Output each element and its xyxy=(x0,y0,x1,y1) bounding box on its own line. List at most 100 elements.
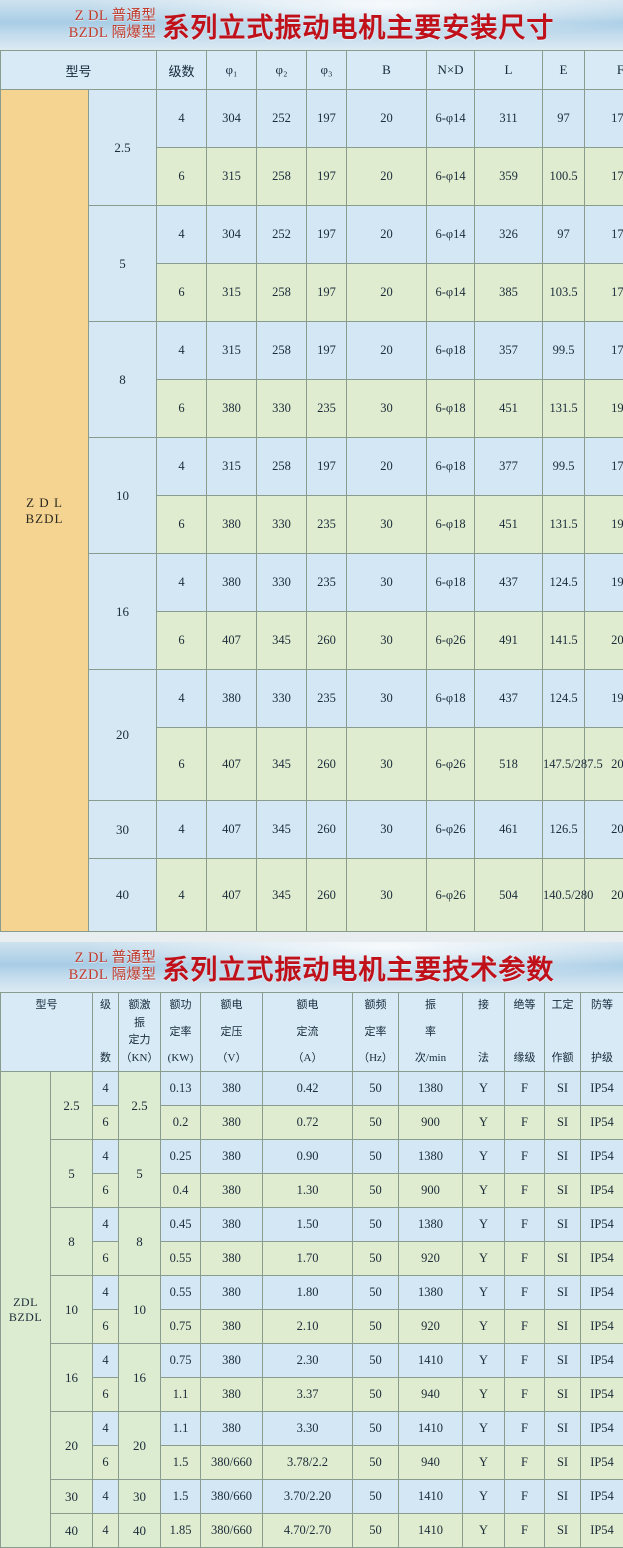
table1-cell-poles: 4 xyxy=(157,554,207,612)
table2-cell-freq: 50 xyxy=(353,1344,399,1378)
table1-cell-phi2: 252 xyxy=(257,206,307,264)
table1-header-row: 型号 级数 φ₁ φ₂ φ₃ B N×D L E F 备注 xyxy=(1,51,623,90)
table1-cell-e: 99.5 xyxy=(543,322,585,380)
table1-cell-phi3: 260 xyxy=(307,728,347,801)
table2-cell-freq: 50 xyxy=(353,1242,399,1276)
table2-cell-conn: Y xyxy=(463,1174,505,1208)
table2-cell-amp: 3.70/2.20 xyxy=(263,1480,353,1514)
header-line: 法 xyxy=(463,1052,504,1065)
table2-cell-freq: 50 xyxy=(353,1208,399,1242)
table2-cell-volt: 380/660 xyxy=(201,1480,263,1514)
table2-cell-power: 1.5 xyxy=(161,1446,201,1480)
table2-cell-ins: F xyxy=(505,1310,545,1344)
header-line: 防等 xyxy=(581,999,623,1012)
brand-line: Z D L xyxy=(1,495,88,511)
table2-cell-volt: 380 xyxy=(201,1072,263,1106)
table1-cell-phi1: 315 xyxy=(207,322,257,380)
table2-cell-vib: 920 xyxy=(399,1242,463,1276)
table2-size-cell: 30 xyxy=(51,1480,93,1514)
table1-cell-l: 461 xyxy=(475,801,543,859)
table2-cell-poles: 6 xyxy=(93,1174,119,1208)
table2-banner: Z DL 普通型 BZDL 隔爆型 系列立式振动电机主要技术参数 xyxy=(0,942,623,992)
table2-cell-conn: Y xyxy=(463,1208,505,1242)
table1-cell-phi1: 380 xyxy=(207,670,257,728)
table2-cell-volt: 380 xyxy=(201,1344,263,1378)
table1-cell-phi1: 304 xyxy=(207,206,257,264)
table2-cell-duty: SI xyxy=(545,1174,581,1208)
table1-cell-b: 30 xyxy=(347,728,427,801)
table2-col-8: 接法 xyxy=(463,993,505,1072)
table1-cell-b: 20 xyxy=(347,264,427,322)
table1-cell-e: 99.5 xyxy=(543,438,585,496)
table1-cell-nd: 6-φ18 xyxy=(427,554,475,612)
table1-col-nxd: N×D xyxy=(427,51,475,90)
table1-cell-phi2: 345 xyxy=(257,728,307,801)
table1-cell-e: 97 xyxy=(543,206,585,264)
table2-cell-power: 0.55 xyxy=(161,1276,201,1310)
table1-cell-b: 30 xyxy=(347,670,427,728)
table1-size-cell: 2.5 xyxy=(89,90,157,206)
table2-size-cell: 5 xyxy=(51,1140,93,1208)
table1-cell-phi2: 258 xyxy=(257,264,307,322)
table2-cell-conn: Y xyxy=(463,1106,505,1140)
table2-cell-force: 2.5 xyxy=(119,1072,161,1140)
header-line: 额激 xyxy=(119,999,160,1012)
table2-cell-power: 0.25 xyxy=(161,1140,201,1174)
table1-cell-phi3: 235 xyxy=(307,554,347,612)
table1-cell-l: 311 xyxy=(475,90,543,148)
table2-cell-power: 0.45 xyxy=(161,1208,201,1242)
table2-cell-ins: F xyxy=(505,1480,545,1514)
table1-cell-phi2: 258 xyxy=(257,438,307,496)
table1-cell-phi1: 380 xyxy=(207,496,257,554)
table-separator xyxy=(0,932,623,942)
table1-cell-e: 141.5 xyxy=(543,612,585,670)
table1-cell-phi1: 407 xyxy=(207,859,257,932)
table2-cell-poles: 4 xyxy=(93,1140,119,1174)
table2-cell-force: 8 xyxy=(119,1208,161,1276)
table1-cell-phi2: 330 xyxy=(257,380,307,438)
table1-col-l: L xyxy=(475,51,543,90)
table2-cell-duty: SI xyxy=(545,1480,581,1514)
table2-cell-duty: SI xyxy=(545,1276,581,1310)
table2-cell-freq: 50 xyxy=(353,1310,399,1344)
table1-cell-f: 203 xyxy=(585,612,623,670)
header-line: 次/min xyxy=(399,1052,462,1065)
table1-cell-e: 97 xyxy=(543,90,585,148)
table1-cell-nd: 6-φ26 xyxy=(427,612,475,670)
table2-cell-amp: 0.72 xyxy=(263,1106,353,1140)
table2-cell-vib: 1410 xyxy=(399,1412,463,1446)
header-line: 定力 xyxy=(119,1034,160,1047)
table2-col-1: 级数 xyxy=(93,993,119,1072)
table1-cell-phi3: 197 xyxy=(307,206,347,264)
table1-size-cell: 8 xyxy=(89,322,157,438)
table2-cell-duty: SI xyxy=(545,1208,581,1242)
table2-cell-ins: F xyxy=(505,1412,545,1446)
table2-size-cell: 8 xyxy=(51,1208,93,1276)
table1-cell-phi1: 407 xyxy=(207,728,257,801)
table1-cell-phi2: 252 xyxy=(257,90,307,148)
table1-cell-phi3: 197 xyxy=(307,264,347,322)
table2-banner-prefix-line2: BZDL 隔爆型 xyxy=(69,967,157,984)
table2-cell-conn: Y xyxy=(463,1276,505,1310)
table1-cell-l: 385 xyxy=(475,264,543,322)
table2-cell-vib: 1380 xyxy=(399,1208,463,1242)
header-line: (KW) xyxy=(161,1052,200,1065)
table2-cell-amp: 3.37 xyxy=(263,1378,353,1412)
table2-cell-ins: F xyxy=(505,1446,545,1480)
table1-cell-b: 30 xyxy=(347,554,427,612)
table1-cell-l: 451 xyxy=(475,380,543,438)
table1-cell-f: 178 xyxy=(585,90,623,148)
table1-size-cell: 10 xyxy=(89,438,157,554)
table1-cell-f: 178 xyxy=(585,322,623,380)
table2-cell-vib: 900 xyxy=(399,1174,463,1208)
header-line: 护级 xyxy=(581,1052,623,1065)
header-line: 额电 xyxy=(201,999,262,1012)
table2-cell-prot: IP54 xyxy=(581,1446,623,1480)
